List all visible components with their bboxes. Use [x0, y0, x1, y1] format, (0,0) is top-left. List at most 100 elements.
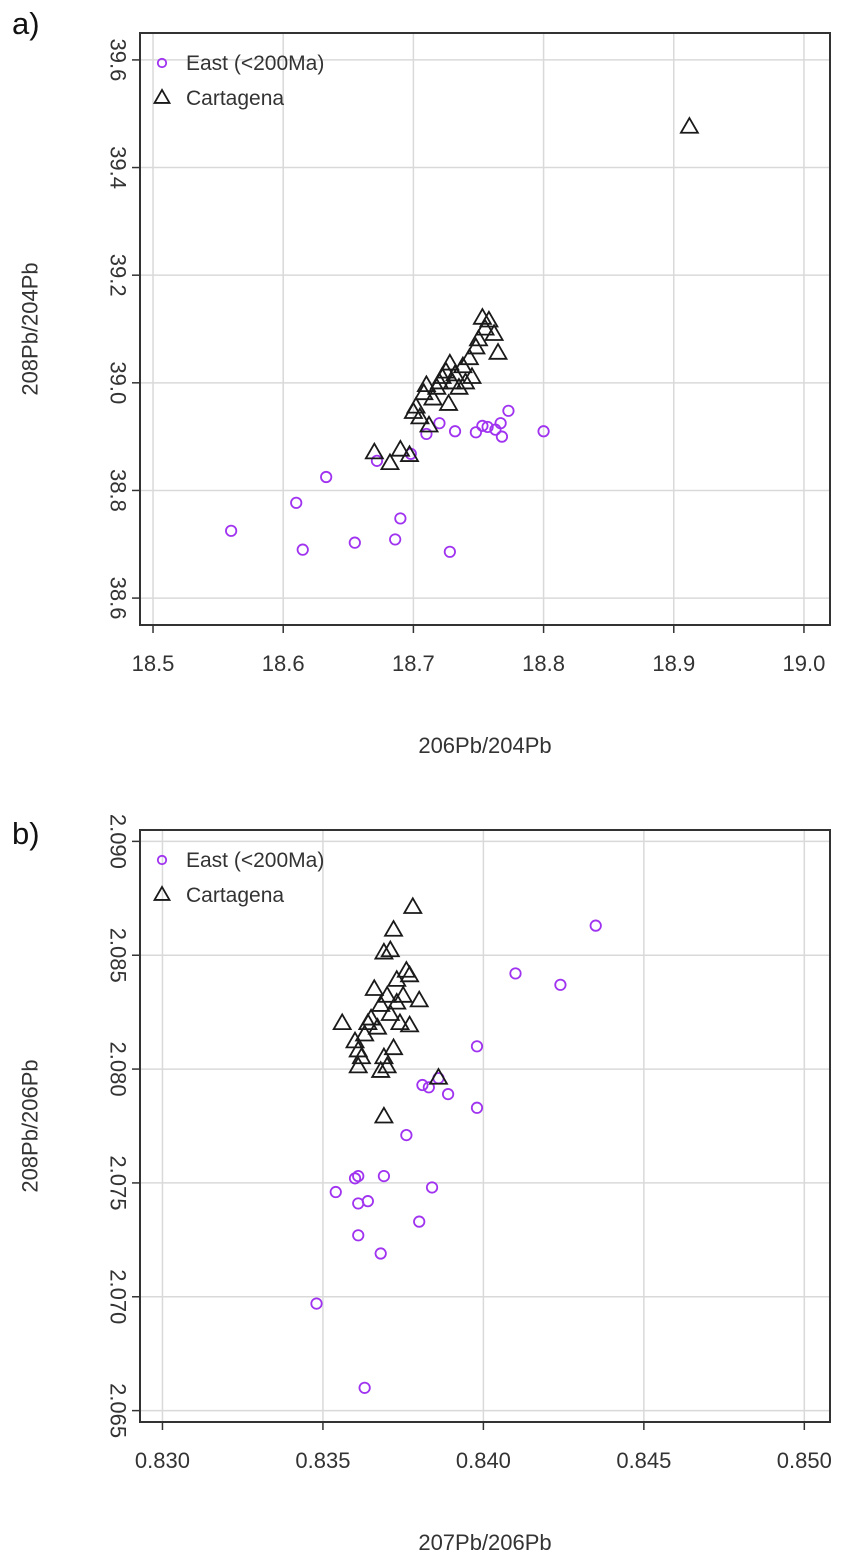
data-point-circle	[495, 430, 509, 443]
data-point-triangle	[386, 969, 407, 987]
data-point-circle	[554, 978, 567, 991]
y-tick-label: 2.070	[106, 1269, 131, 1324]
data-point-triangle	[396, 960, 417, 978]
y-tick-label: 39.2	[106, 254, 131, 297]
x-tick-label: 0.835	[295, 1448, 350, 1473]
data-point-triangle	[370, 1060, 391, 1078]
y-tick-label: 39.6	[106, 38, 131, 81]
legend-marker-triangle	[152, 885, 172, 901]
data-point-triangle	[679, 116, 700, 134]
data-point-circle	[320, 470, 333, 484]
y-tick-label: 38.8	[106, 469, 131, 512]
data-point-triangle	[364, 978, 385, 996]
data-point-triangle	[377, 1055, 398, 1074]
x-axis-title: 206Pb/204Pb	[418, 733, 551, 758]
x-tick-label: 18.6	[262, 651, 305, 676]
legend-label: East (<200Ma)	[186, 52, 324, 75]
data-point-triangle	[416, 374, 437, 393]
data-point-triangle	[399, 964, 420, 983]
legend-marker-circle	[156, 57, 168, 69]
data-point-circle	[296, 543, 309, 556]
data-point-triangle	[370, 994, 391, 1012]
y-axis-ticks: 2.065 2.070 2.075 2.080 2.085 2.090	[106, 814, 140, 1438]
data-point-triangle	[332, 1012, 353, 1031]
data-point-circle	[441, 1088, 455, 1101]
data-point-triangle	[348, 1055, 369, 1074]
data-point-triangle	[361, 1008, 382, 1026]
data-point-circle	[470, 1101, 484, 1114]
data-point-circle	[425, 1181, 439, 1194]
data-point-circle	[352, 1229, 365, 1242]
data-point-triangle	[380, 1003, 401, 1021]
x-tick-label: 0.850	[777, 1448, 832, 1473]
x-tick-label: 0.840	[456, 1448, 511, 1473]
panel-label: a)	[12, 6, 40, 41]
data-point-triangle	[367, 1017, 388, 1035]
data-point-triangle	[377, 985, 398, 1003]
y-axis-title: 208Pb/204Pb	[18, 262, 43, 395]
data-point-triangle	[383, 1037, 404, 1056]
data-point-circle	[348, 536, 361, 549]
data-point-circle	[374, 1247, 387, 1260]
data-point-triangle	[448, 377, 470, 395]
data-point-triangle	[390, 439, 411, 457]
data-point-circle	[358, 1381, 371, 1394]
data-point-circle	[400, 1129, 413, 1142]
data-point-triangle	[428, 1067, 449, 1085]
data-point-triangle	[373, 942, 394, 960]
data-point-circle	[443, 545, 456, 558]
x-tick-label: 0.830	[135, 1448, 190, 1473]
data-point-circle	[422, 1081, 435, 1094]
y-tick-label: 2.090	[106, 814, 131, 869]
data-point-circle	[377, 1169, 391, 1183]
x-tick-label: 18.9	[652, 651, 695, 676]
data-point-circle	[502, 404, 515, 417]
data-point-triangle	[468, 328, 489, 347]
data-point-triangle	[418, 414, 440, 433]
data-point-circle	[225, 524, 238, 537]
grid	[140, 33, 830, 625]
x-tick-label: 18.7	[392, 651, 435, 676]
legend-label: Cartagena	[186, 884, 284, 907]
data-point-circle	[389, 533, 402, 546]
data-point-circle	[416, 1078, 429, 1092]
y-tick-label: 39.4	[106, 146, 131, 189]
y-tick-label: 39.0	[106, 361, 131, 404]
data-point-circle	[470, 1040, 484, 1053]
data-point-circle	[494, 417, 507, 430]
legend: East (<200Ma) Cartagena	[152, 52, 324, 110]
y-axis-title: 208Pb/206Pb	[18, 1059, 43, 1192]
y-tick-label: 2.080	[106, 1042, 131, 1097]
data-point-triangle	[405, 396, 427, 414]
data-point-triangle	[459, 347, 480, 366]
chart-panel-b: b) 0.830 0.835 0.840 0.845 0.850 2.065 2.070 2.…	[0, 778, 842, 1555]
data-point-circle	[329, 1185, 342, 1199]
data-point-circle	[394, 512, 407, 525]
x-axis-ticks: 18.5 18.6 18.7 18.8 18.9 19.0	[132, 625, 825, 676]
data-point-triangle	[351, 1046, 372, 1065]
y-axis-ticks: 38.6 38.8 39.0 39.2 39.4 39.6	[106, 38, 140, 620]
data-point-circle	[420, 427, 433, 441]
data-point-circle	[537, 425, 550, 438]
data-point-circle	[481, 420, 494, 434]
data-point-triangle	[409, 989, 430, 1008]
data-point-triangle	[409, 406, 430, 425]
data-point-triangle	[455, 371, 476, 390]
y-tick-label: 38.6	[106, 577, 131, 620]
plot-frame	[139, 829, 831, 1423]
y-tick-label: 2.075	[106, 1155, 131, 1210]
data-point-circle	[352, 1197, 365, 1210]
data-point-circle	[448, 425, 462, 438]
data-point-triangle	[438, 393, 459, 411]
data-point-circle	[469, 426, 482, 439]
data-point-triangle	[402, 896, 423, 914]
legend-marker-circle	[156, 854, 168, 866]
data-point-triangle	[383, 919, 404, 937]
x-tick-label: 18.8	[522, 651, 565, 676]
data-point-triangle	[379, 452, 401, 471]
y-tick-label: 2.065	[106, 1383, 131, 1438]
data-point-circle	[589, 919, 602, 932]
data-point-triangle	[439, 353, 460, 371]
data-point-circle	[290, 496, 303, 509]
data-point-circle	[310, 1297, 323, 1310]
